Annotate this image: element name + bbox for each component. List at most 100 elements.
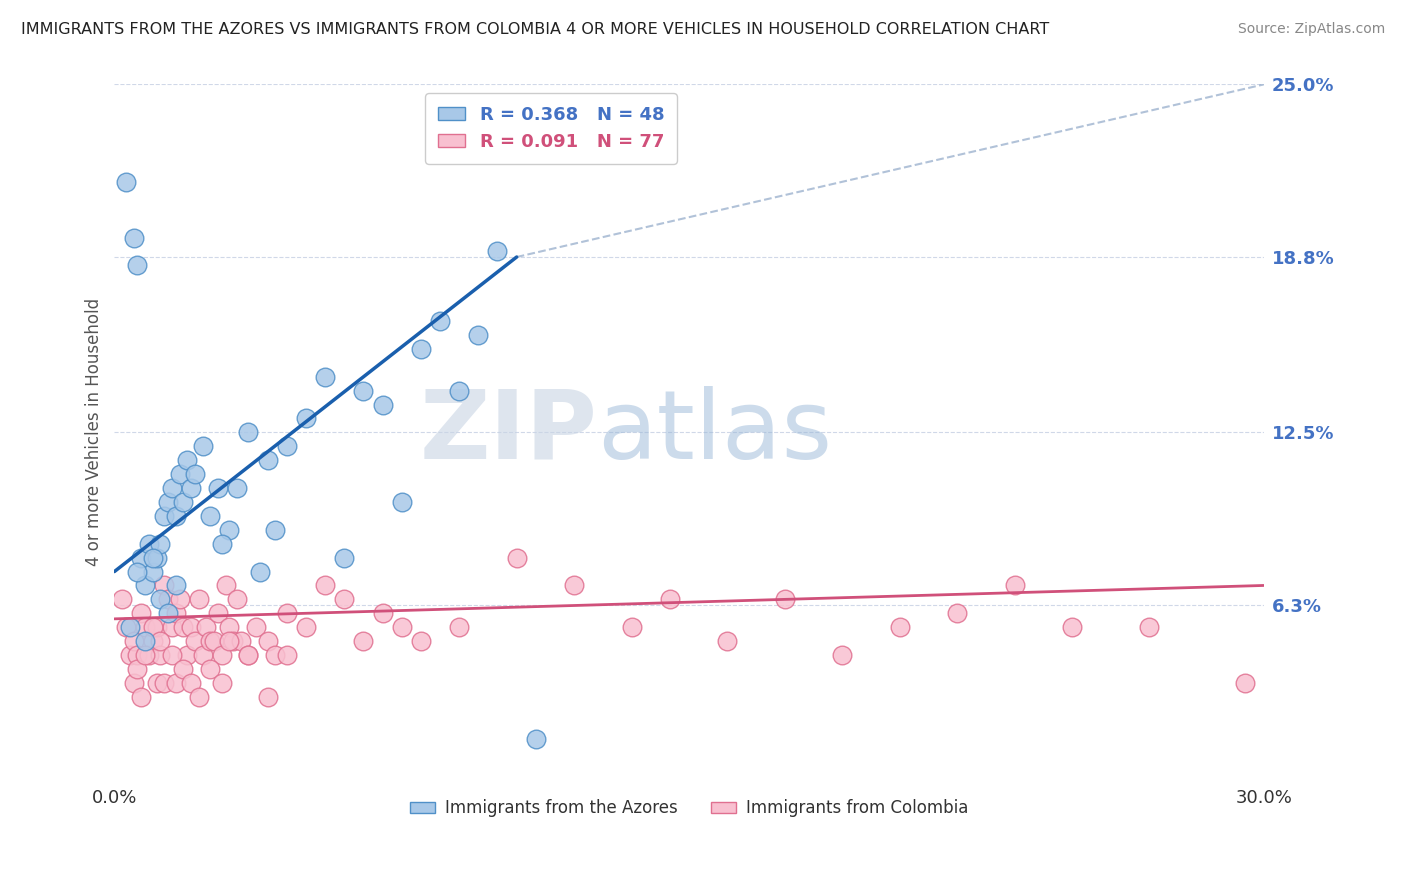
Point bbox=[276, 607, 298, 621]
Point bbox=[211, 648, 233, 662]
Point bbox=[122, 230, 145, 244]
Point bbox=[122, 676, 145, 690]
Legend: Immigrants from the Azores, Immigrants from Colombia: Immigrants from the Azores, Immigrants f… bbox=[404, 793, 974, 824]
Point bbox=[115, 620, 138, 634]
Point bbox=[180, 620, 202, 634]
Point bbox=[111, 592, 134, 607]
Point bbox=[138, 537, 160, 551]
Point bbox=[169, 467, 191, 482]
Point bbox=[153, 676, 176, 690]
Point bbox=[1004, 578, 1026, 592]
Point bbox=[129, 607, 152, 621]
Point bbox=[157, 495, 180, 509]
Point bbox=[118, 648, 141, 662]
Point bbox=[169, 592, 191, 607]
Point bbox=[165, 578, 187, 592]
Point bbox=[256, 634, 278, 648]
Point bbox=[1062, 620, 1084, 634]
Point bbox=[157, 592, 180, 607]
Point bbox=[127, 648, 149, 662]
Point bbox=[165, 676, 187, 690]
Point bbox=[202, 634, 225, 648]
Point bbox=[211, 537, 233, 551]
Point bbox=[172, 495, 194, 509]
Point bbox=[129, 690, 152, 704]
Point bbox=[149, 648, 172, 662]
Point bbox=[142, 550, 165, 565]
Point bbox=[145, 620, 167, 634]
Text: atlas: atlas bbox=[598, 386, 832, 479]
Point bbox=[467, 328, 489, 343]
Point bbox=[180, 676, 202, 690]
Point bbox=[115, 175, 138, 189]
Point bbox=[165, 508, 187, 523]
Point bbox=[218, 523, 240, 537]
Point bbox=[218, 634, 240, 648]
Point bbox=[191, 439, 214, 453]
Point bbox=[256, 690, 278, 704]
Point bbox=[391, 620, 413, 634]
Point bbox=[249, 565, 271, 579]
Y-axis label: 4 or more Vehicles in Household: 4 or more Vehicles in Household bbox=[86, 298, 103, 566]
Point bbox=[184, 634, 207, 648]
Point bbox=[371, 607, 394, 621]
Text: IMMIGRANTS FROM THE AZORES VS IMMIGRANTS FROM COLOMBIA 4 OR MORE VEHICLES IN HOU: IMMIGRANTS FROM THE AZORES VS IMMIGRANTS… bbox=[21, 22, 1049, 37]
Point bbox=[524, 731, 547, 746]
Point bbox=[211, 676, 233, 690]
Point bbox=[127, 258, 149, 272]
Point bbox=[149, 634, 172, 648]
Point bbox=[264, 523, 287, 537]
Text: Source: ZipAtlas.com: Source: ZipAtlas.com bbox=[1237, 22, 1385, 37]
Point bbox=[180, 481, 202, 495]
Point bbox=[245, 620, 267, 634]
Point bbox=[172, 662, 194, 676]
Point bbox=[333, 592, 356, 607]
Point bbox=[145, 550, 167, 565]
Point bbox=[134, 634, 156, 648]
Point bbox=[314, 578, 336, 592]
Point bbox=[238, 648, 260, 662]
Point bbox=[449, 620, 471, 634]
Point bbox=[127, 662, 149, 676]
Point bbox=[409, 634, 432, 648]
Point bbox=[145, 676, 167, 690]
Point bbox=[276, 439, 298, 453]
Point bbox=[195, 620, 218, 634]
Point bbox=[314, 369, 336, 384]
Point bbox=[160, 481, 183, 495]
Point bbox=[187, 690, 209, 704]
Point bbox=[134, 648, 156, 662]
Point bbox=[176, 648, 198, 662]
Point bbox=[191, 648, 214, 662]
Point bbox=[449, 384, 471, 398]
Point bbox=[207, 481, 229, 495]
Point bbox=[1233, 676, 1256, 690]
Point bbox=[333, 550, 356, 565]
Point bbox=[138, 648, 160, 662]
Point bbox=[149, 592, 172, 607]
Point bbox=[562, 578, 585, 592]
Point bbox=[946, 607, 969, 621]
Point bbox=[184, 467, 207, 482]
Point bbox=[264, 648, 287, 662]
Point bbox=[157, 607, 180, 621]
Point bbox=[153, 508, 176, 523]
Point bbox=[198, 634, 221, 648]
Point bbox=[773, 592, 796, 607]
Point bbox=[352, 384, 374, 398]
Point bbox=[198, 508, 221, 523]
Point bbox=[172, 620, 194, 634]
Point bbox=[831, 648, 853, 662]
Point bbox=[187, 592, 209, 607]
Point bbox=[229, 634, 252, 648]
Point bbox=[505, 550, 527, 565]
Point bbox=[207, 607, 229, 621]
Point bbox=[134, 620, 156, 634]
Point bbox=[176, 453, 198, 467]
Point bbox=[1137, 620, 1160, 634]
Point bbox=[134, 578, 156, 592]
Point bbox=[256, 453, 278, 467]
Point bbox=[127, 565, 149, 579]
Point bbox=[142, 565, 165, 579]
Point bbox=[658, 592, 681, 607]
